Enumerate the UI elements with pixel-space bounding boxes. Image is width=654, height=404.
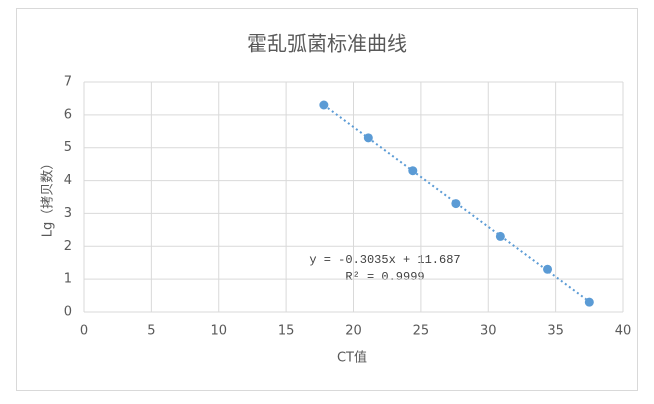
data-point	[408, 166, 418, 176]
x-tick-label: 5	[147, 324, 155, 339]
data-point	[495, 231, 505, 241]
x-tick-label: 30	[480, 324, 497, 339]
r-squared: R² = 0.9999	[345, 270, 424, 284]
data-point	[363, 133, 373, 143]
data-point	[584, 297, 594, 307]
chart-title: 霍乱弧菌标准曲线	[247, 32, 407, 56]
y-tick-label: 3	[64, 206, 72, 221]
chart-border	[16, 8, 638, 391]
data-point	[451, 199, 461, 209]
y-tick-label: 0	[64, 305, 72, 320]
y-tick-label: 6	[64, 107, 72, 122]
data-point	[319, 100, 329, 110]
y-tick-label: 5	[64, 140, 72, 155]
x-tick-label: 15	[278, 324, 295, 339]
x-tick-label: 35	[547, 324, 564, 339]
y-tick-label: 4	[64, 173, 72, 188]
y-tick-label: 1	[64, 272, 72, 287]
y-tick-label: 2	[64, 239, 72, 254]
y-tick-label: 7	[64, 75, 72, 90]
data-point	[543, 264, 553, 274]
x-tick-label: 40	[615, 324, 632, 339]
x-tick-label: 20	[345, 324, 362, 339]
x-tick-label: 25	[413, 324, 430, 339]
x-axis-label: CT值	[337, 350, 367, 366]
x-tick-label: 10	[210, 324, 227, 339]
x-tick-label: 0	[80, 324, 88, 339]
y-axis-label: Lg（拷贝数）	[41, 157, 56, 238]
equation: y = -0.3035x + 11.687	[309, 253, 460, 267]
